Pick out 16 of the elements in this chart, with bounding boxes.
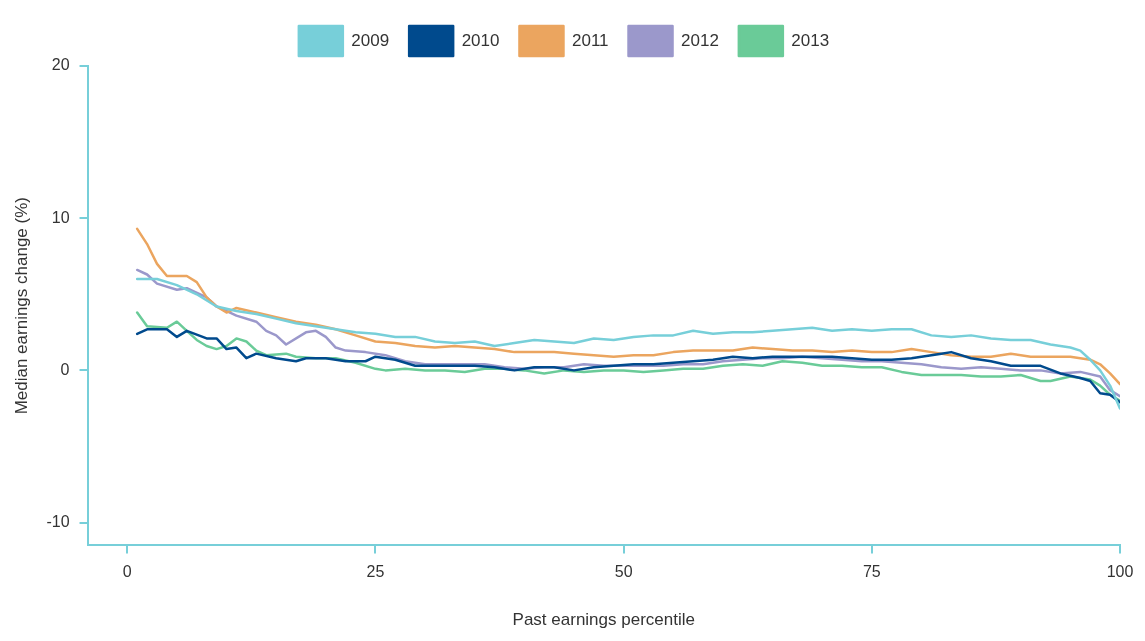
y-tick-label: 20 (51, 56, 70, 74)
legend-label: 2012 (681, 30, 719, 50)
legend-label: 2011 (571, 30, 609, 50)
y-axis-title: Median earnings change (%) (11, 197, 31, 415)
x-axis-title: Past earnings percentile (512, 610, 695, 630)
legend-label: 2009 (351, 30, 390, 50)
x-tick-label: 50 (614, 563, 633, 581)
x-tick-label: 75 (862, 563, 881, 581)
x-tick-label: 0 (122, 563, 132, 581)
legend-label: 2013 (791, 30, 830, 50)
y-tick-label: -10 (46, 512, 70, 530)
legend-label: 2010 (461, 30, 500, 50)
y-tick-label: 0 (60, 360, 70, 378)
y-tick-label: 10 (51, 208, 70, 226)
x-tick-label: 25 (366, 563, 385, 581)
x-tick-label: 100 (1106, 563, 1134, 581)
